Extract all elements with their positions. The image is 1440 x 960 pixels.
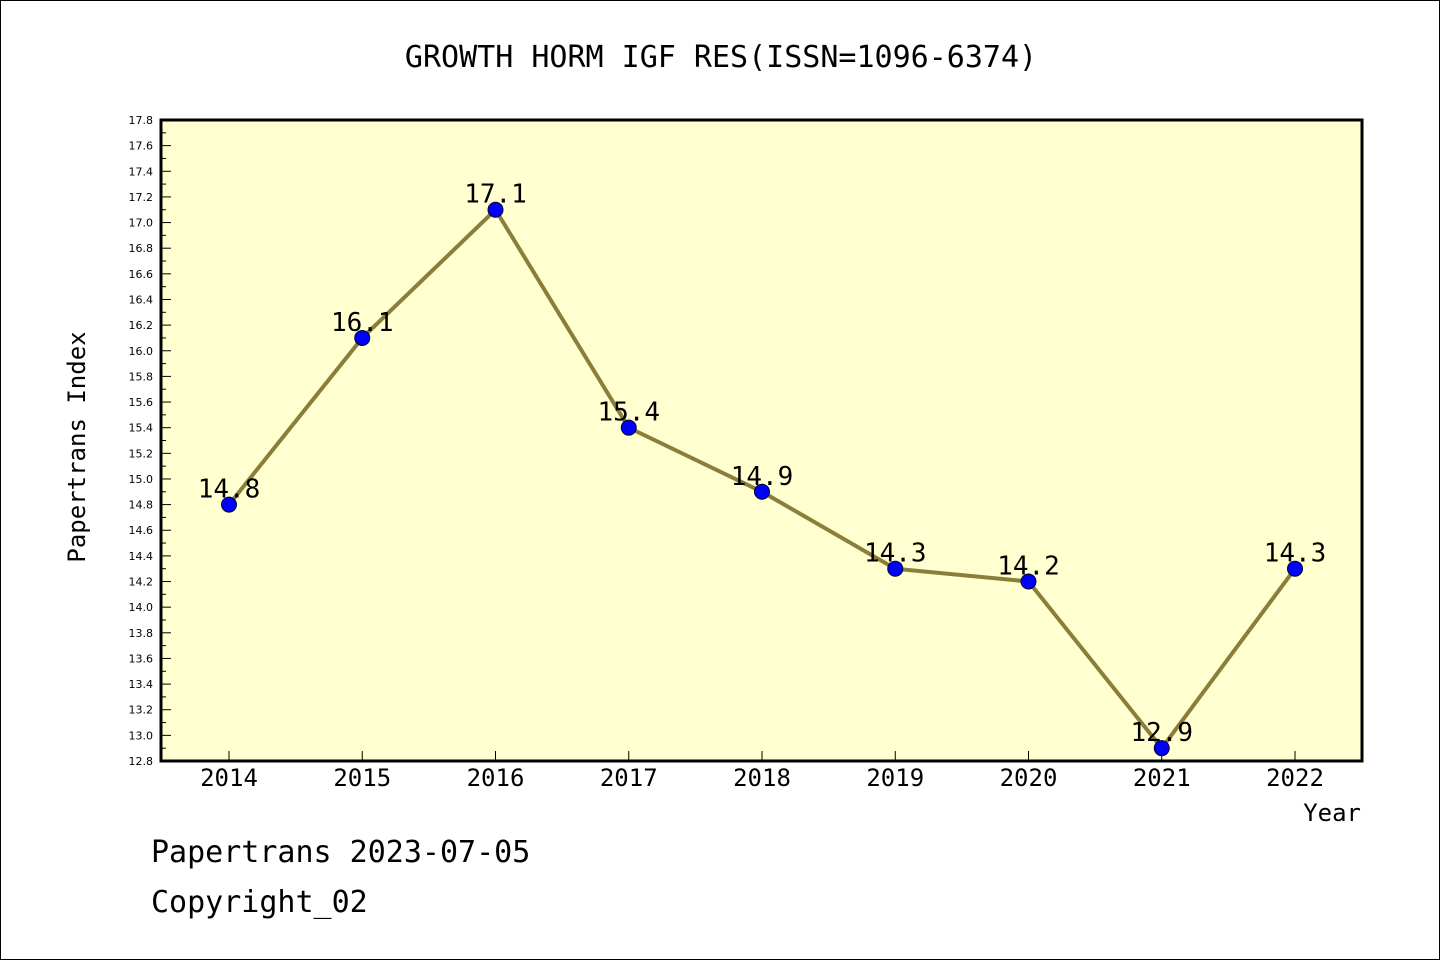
y-axis-label: Papertrans Index (63, 331, 91, 562)
x-tick-label: 2017 (600, 764, 658, 792)
y-tick-label: 13.8 (129, 627, 154, 640)
data-point (487, 201, 504, 218)
y-tick-label: 12.8 (129, 755, 154, 768)
y-tick-label: 16.8 (129, 242, 154, 255)
y-tick-label: 17.0 (129, 217, 154, 230)
y-tick-label: 13.4 (129, 678, 154, 691)
series-layer: 14.8 16.1 17.1 15.4 14.9 14.3 14.2 12.9 14.3 (198, 180, 1327, 757)
y-tick-label: 14.8 (129, 499, 154, 512)
data-point (620, 419, 637, 436)
y-tick-label: 14.2 (129, 576, 154, 589)
data-point (1153, 740, 1170, 757)
y-tick-label: 15.6 (129, 396, 154, 409)
y-tick-label: 17.2 (129, 191, 154, 204)
y-tick-label: 15.2 (129, 447, 154, 460)
data-label: 14.3 (1264, 539, 1327, 569)
y-tick-label: 13.0 (129, 729, 154, 742)
data-point (354, 329, 371, 346)
data-label: 15.4 (597, 398, 660, 428)
data-point (1287, 560, 1303, 577)
data-point (887, 560, 904, 577)
data-point (754, 483, 770, 500)
y-tick-label: 14.4 (129, 550, 154, 563)
data-label: 14.3 (864, 539, 927, 569)
data-point (1020, 573, 1037, 590)
x-tick-label: 2014 (200, 764, 258, 792)
y-tick-label: 16.4 (129, 293, 154, 306)
x-tick-label: 2015 (333, 764, 391, 792)
data-label: 14.9 (731, 462, 794, 492)
y-axis: 12.8 13.0 13.2 13.4 13.6 13.8 14.0 14.2 14.4 14.6… (129, 114, 171, 768)
y-tick-label: 15.8 (129, 370, 154, 383)
x-tick-label: 2022 (1266, 764, 1324, 792)
x-axis-label: Year (1303, 799, 1361, 827)
y-tick-label: 15.0 (129, 473, 154, 486)
y-tick-label: 17.8 (129, 114, 154, 127)
y-tick-label: 14.0 (129, 601, 154, 614)
x-tick-label: 2019 (866, 764, 924, 792)
y-tick-label: 16.2 (129, 319, 154, 332)
data-label: 12.9 (1130, 718, 1193, 748)
y-tick-label: 17.4 (129, 165, 154, 178)
y-tick-label: 16.6 (129, 268, 154, 281)
y-tick-label: 17.6 (129, 140, 154, 153)
footer-date: Papertrans 2023-07-05 (151, 835, 531, 870)
data-label: 17.1 (464, 180, 527, 210)
x-axis: 2014 2015 2016 2017 2018 2019 2020 2021 2022 (200, 751, 1324, 792)
y-tick-label: 13.2 (129, 704, 154, 717)
footer-copyright: Copyright_02 (151, 885, 368, 920)
chart-title: GROWTH HORM IGF RES(ISSN=1096-6374) (405, 40, 1037, 75)
y-tick-label: 14.6 (129, 524, 154, 537)
y-tick-label: 13.6 (129, 652, 154, 665)
x-tick-label: 2021 (1133, 764, 1191, 792)
y-tick-label: 16.0 (129, 345, 154, 358)
x-tick-label: 2016 (467, 764, 525, 792)
data-label: 14.2 (997, 552, 1060, 582)
plot-area (159, 118, 1364, 763)
data-label: 14.8 (198, 475, 261, 505)
y-tick-label: 15.4 (129, 422, 154, 435)
x-tick-label: 2020 (1000, 764, 1058, 792)
x-tick-label: 2018 (733, 764, 791, 792)
data-point (221, 496, 237, 513)
data-label: 16.1 (331, 308, 394, 338)
